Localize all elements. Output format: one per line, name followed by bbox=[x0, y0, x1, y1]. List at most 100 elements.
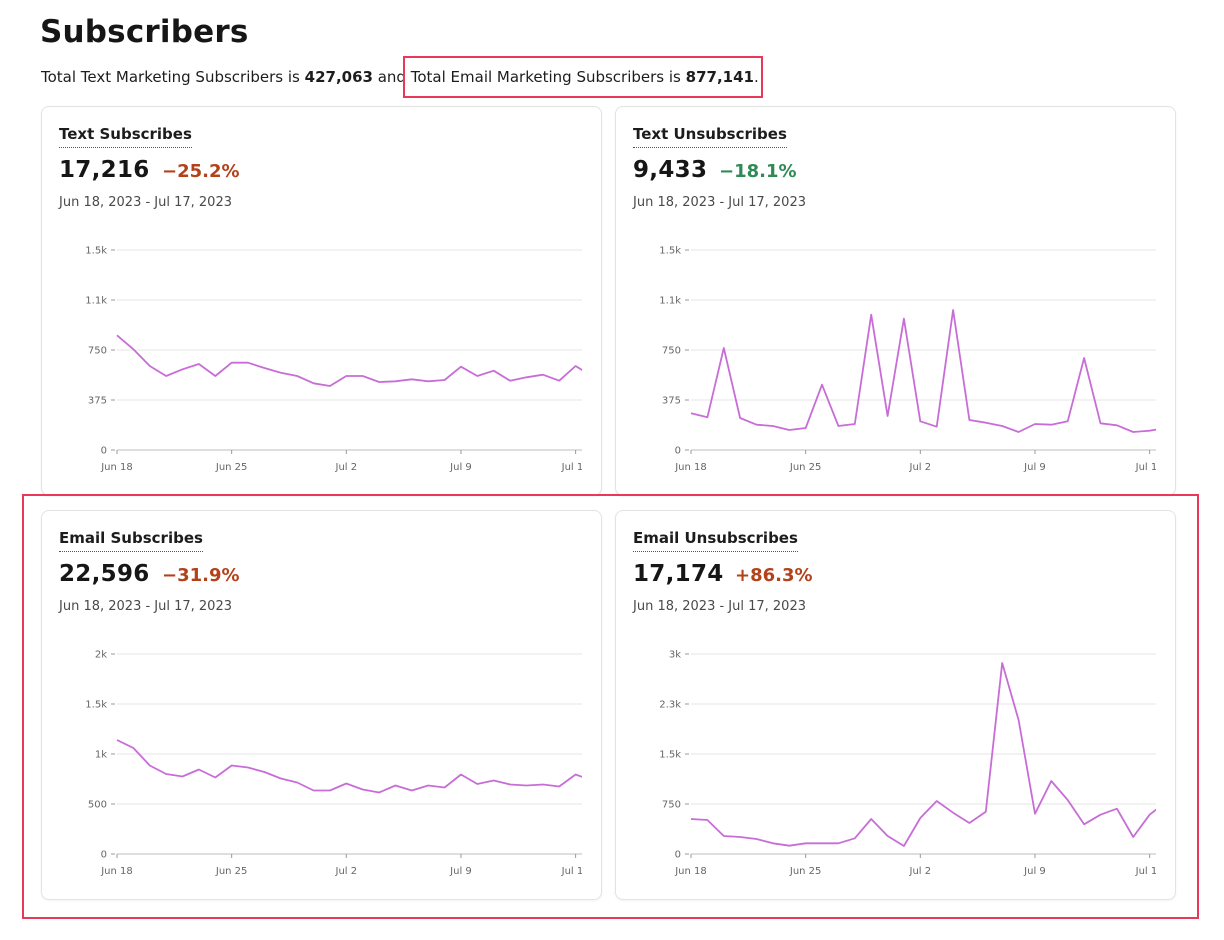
data-point[interactable] bbox=[1016, 430, 1021, 435]
data-point[interactable] bbox=[901, 316, 906, 321]
data-point[interactable] bbox=[459, 364, 464, 369]
data-point[interactable] bbox=[1131, 835, 1136, 840]
data-point[interactable] bbox=[1147, 812, 1152, 817]
data-point[interactable] bbox=[131, 746, 136, 751]
data-point[interactable] bbox=[311, 788, 316, 793]
data-point[interactable] bbox=[196, 362, 201, 367]
data-point[interactable] bbox=[918, 816, 923, 821]
data-point[interactable] bbox=[1065, 419, 1070, 424]
data-point[interactable] bbox=[901, 844, 906, 849]
data-point[interactable] bbox=[508, 782, 513, 787]
data-point[interactable] bbox=[934, 424, 939, 429]
series-line[interactable] bbox=[690, 662, 1156, 847]
data-point[interactable] bbox=[557, 378, 562, 383]
data-point[interactable] bbox=[836, 841, 841, 846]
data-point[interactable] bbox=[754, 837, 759, 842]
data-point[interactable] bbox=[1033, 811, 1038, 816]
data-point[interactable] bbox=[1000, 424, 1005, 429]
data-point[interactable] bbox=[196, 767, 201, 772]
data-point[interactable] bbox=[1098, 812, 1103, 817]
data-point[interactable] bbox=[803, 841, 808, 846]
data-point[interactable] bbox=[1033, 422, 1038, 427]
data-point[interactable] bbox=[721, 346, 726, 351]
data-point[interactable] bbox=[983, 809, 988, 814]
data-point[interactable] bbox=[180, 367, 185, 372]
data-point[interactable] bbox=[787, 843, 792, 848]
data-point[interactable] bbox=[1000, 661, 1005, 666]
data-point[interactable] bbox=[934, 799, 939, 804]
data-point[interactable] bbox=[803, 426, 808, 431]
data-point[interactable] bbox=[1082, 822, 1087, 827]
data-point[interactable] bbox=[1082, 356, 1087, 361]
data-point[interactable] bbox=[689, 411, 694, 416]
data-point[interactable] bbox=[836, 424, 841, 429]
data-point[interactable] bbox=[1147, 428, 1152, 433]
data-point[interactable] bbox=[164, 374, 169, 379]
data-point[interactable] bbox=[295, 374, 300, 379]
data-point[interactable] bbox=[377, 380, 382, 385]
data-point[interactable] bbox=[377, 790, 382, 795]
data-point[interactable] bbox=[360, 374, 365, 379]
data-point[interactable] bbox=[115, 738, 120, 743]
data-point[interactable] bbox=[573, 364, 578, 369]
data-point[interactable] bbox=[540, 782, 545, 787]
data-point[interactable] bbox=[1114, 423, 1119, 428]
data-point[interactable] bbox=[869, 817, 874, 822]
card-title[interactable]: Text Unsubscribes bbox=[633, 125, 787, 148]
data-point[interactable] bbox=[852, 422, 857, 427]
data-point[interactable] bbox=[393, 783, 398, 788]
data-point[interactable] bbox=[213, 374, 218, 379]
data-point[interactable] bbox=[164, 772, 169, 777]
data-point[interactable] bbox=[262, 770, 267, 775]
data-point[interactable] bbox=[787, 428, 792, 433]
data-point[interactable] bbox=[491, 778, 496, 783]
data-point[interactable] bbox=[147, 364, 152, 369]
data-point[interactable] bbox=[147, 763, 152, 768]
series-line[interactable] bbox=[116, 334, 582, 387]
data-point[interactable] bbox=[770, 841, 775, 846]
card-title[interactable]: Email Subscribes bbox=[59, 529, 203, 552]
data-point[interactable] bbox=[278, 370, 283, 375]
data-point[interactable] bbox=[278, 776, 283, 781]
data-point[interactable] bbox=[311, 381, 316, 386]
data-point[interactable] bbox=[344, 781, 349, 786]
data-point[interactable] bbox=[409, 788, 414, 793]
data-point[interactable] bbox=[885, 834, 890, 839]
data-point[interactable] bbox=[246, 765, 251, 770]
data-point[interactable] bbox=[327, 788, 332, 793]
data-point[interactable] bbox=[951, 308, 956, 313]
data-point[interactable] bbox=[442, 378, 447, 383]
data-point[interactable] bbox=[475, 782, 480, 787]
data-point[interactable] bbox=[442, 785, 447, 790]
data-point[interactable] bbox=[1114, 806, 1119, 811]
data-point[interactable] bbox=[820, 382, 825, 387]
data-point[interactable] bbox=[524, 783, 529, 788]
data-point[interactable] bbox=[738, 835, 743, 840]
data-point[interactable] bbox=[540, 372, 545, 377]
data-point[interactable] bbox=[393, 379, 398, 384]
data-point[interactable] bbox=[1065, 798, 1070, 803]
data-point[interactable] bbox=[721, 834, 726, 839]
data-point[interactable] bbox=[1016, 718, 1021, 723]
data-point[interactable] bbox=[459, 772, 464, 777]
data-point[interactable] bbox=[213, 775, 218, 780]
data-point[interactable] bbox=[508, 378, 513, 383]
data-point[interactable] bbox=[1049, 779, 1054, 784]
data-point[interactable] bbox=[131, 347, 136, 352]
card-title[interactable]: Text Subscribes bbox=[59, 125, 192, 148]
data-point[interactable] bbox=[885, 414, 890, 419]
data-point[interactable] bbox=[967, 821, 972, 826]
data-point[interactable] bbox=[557, 784, 562, 789]
data-point[interactable] bbox=[573, 772, 578, 777]
data-point[interactable] bbox=[246, 360, 251, 365]
data-point[interactable] bbox=[983, 420, 988, 425]
data-point[interactable] bbox=[360, 787, 365, 792]
data-point[interactable] bbox=[689, 817, 694, 822]
data-point[interactable] bbox=[754, 422, 759, 427]
data-point[interactable] bbox=[409, 377, 414, 382]
data-point[interactable] bbox=[738, 416, 743, 421]
data-point[interactable] bbox=[475, 374, 480, 379]
data-point[interactable] bbox=[491, 368, 496, 373]
data-point[interactable] bbox=[180, 774, 185, 779]
data-point[interactable] bbox=[295, 780, 300, 785]
